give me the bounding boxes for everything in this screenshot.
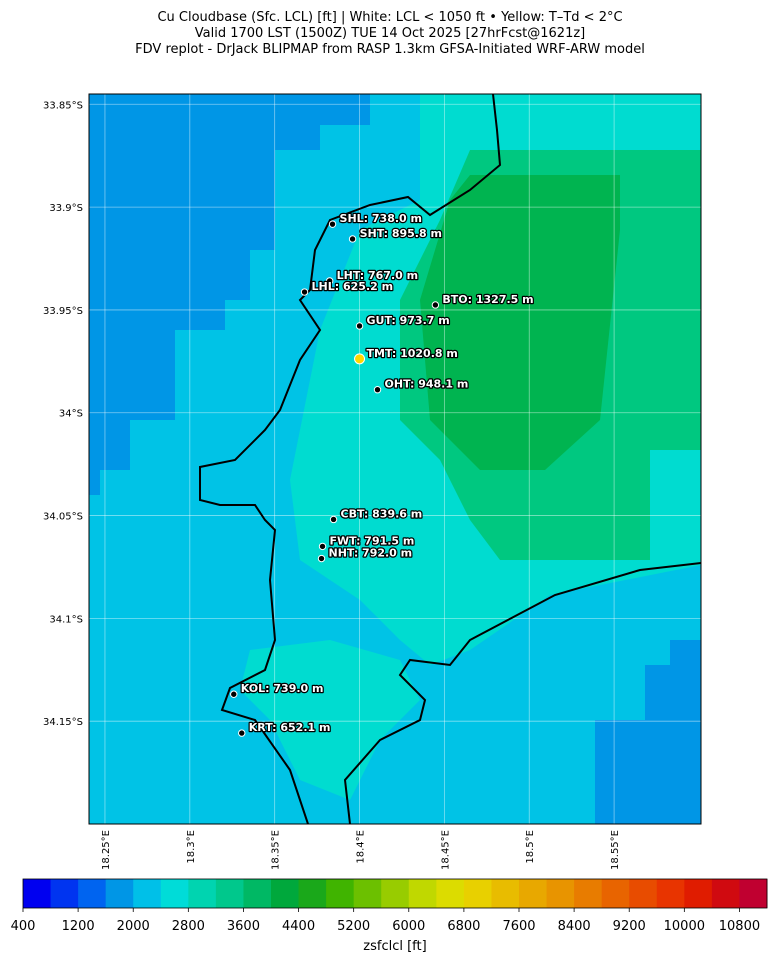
station-marker xyxy=(355,322,364,330)
title-line: Valid 1700 LST (1500Z) TUE 14 Oct 2025 [… xyxy=(195,26,585,41)
colorbar-label: zsfclcl [ft] xyxy=(363,939,426,954)
colorbar-segment xyxy=(326,879,355,908)
colorbar-segment xyxy=(243,879,272,908)
station-marker xyxy=(230,690,238,698)
station-label: KRT: 652.1 m xyxy=(249,721,331,734)
coastline xyxy=(199,94,701,824)
y-tick-label: 34.15°S xyxy=(43,717,83,728)
station-label: CBT: 839.6 m xyxy=(341,507,423,520)
station-label: FWT: 791.5 m xyxy=(330,534,415,547)
station-label: KOL: 739.0 m xyxy=(241,682,324,695)
station-marker xyxy=(354,353,366,365)
colorbar-tick-label: 3600 xyxy=(227,919,260,934)
y-tick-label: 34.1°S xyxy=(49,614,83,625)
colorbar-segment xyxy=(574,879,603,908)
station-marker xyxy=(431,301,440,309)
colorbar-segment xyxy=(353,879,382,908)
colorbar-segment xyxy=(215,879,244,908)
colorbar-segment xyxy=(463,879,492,908)
colorbar-segment xyxy=(436,879,465,908)
colorbar-tick-label: 2000 xyxy=(117,919,150,934)
colorbar-segment xyxy=(739,879,768,908)
map-frame xyxy=(88,93,702,825)
colorbar-segment xyxy=(656,879,685,908)
y-tick-label: 33.95°S xyxy=(43,306,83,317)
station-label: NHT: 792.0 m xyxy=(329,547,413,560)
field-zone xyxy=(89,94,370,495)
colorbar-tick-label: 2800 xyxy=(172,919,205,934)
station-marker xyxy=(329,515,338,524)
colorbar-segment xyxy=(78,879,107,908)
station-marker xyxy=(238,729,246,737)
coastline-path xyxy=(343,562,701,824)
colorbar-segment xyxy=(381,879,410,908)
colorbar-segment xyxy=(298,879,327,908)
station-label: LHL: 625.2 m xyxy=(312,280,394,293)
x-tick-label: 18.4°E xyxy=(356,830,367,864)
colorbar-tick-label: 7600 xyxy=(502,919,535,934)
station-marker xyxy=(373,386,382,394)
map-field xyxy=(89,94,701,824)
x-tick-label: 18.25°E xyxy=(101,830,112,870)
coastline-path xyxy=(199,94,502,824)
y-tick-label: 33.85°S xyxy=(43,100,83,111)
station-label: OHT: 948.1 m xyxy=(385,378,469,391)
title-line: Cu Cloudbase (Sfc. LCL) [ft] | White: LC… xyxy=(157,10,622,25)
y-tick-label: 33.9°S xyxy=(49,203,83,214)
x-tick-label: 18.3°E xyxy=(186,830,197,864)
colorbar-segment xyxy=(684,879,713,908)
station-marker xyxy=(348,235,357,243)
x-tick-label: 18.45°E xyxy=(440,830,451,870)
colorbar-segment xyxy=(491,879,520,908)
colorbar-segment xyxy=(629,879,658,908)
colorbar-segment xyxy=(271,879,300,908)
colorbar-tick-label: 10000 xyxy=(664,919,705,934)
station-marker xyxy=(328,220,337,228)
y-tick-label: 34.05°S xyxy=(43,512,83,523)
colorbar-segment xyxy=(546,879,575,908)
colorbar-frame xyxy=(22,878,768,909)
field-zone xyxy=(240,640,420,800)
colorbar-segment xyxy=(133,879,162,908)
title-line: FDV replot - DrJack BLIPMAP from RASP 1.… xyxy=(135,42,645,57)
station-label: BTO: 1327.5 m xyxy=(442,293,533,306)
colorbar-segment xyxy=(408,879,437,908)
colorbar-segment xyxy=(601,879,630,908)
colorbar-segment xyxy=(160,879,189,908)
colorbar-segment xyxy=(188,879,217,908)
colorbar-segment xyxy=(105,879,134,908)
field-zone xyxy=(595,640,701,824)
colorbar-tick-label: 6800 xyxy=(447,919,480,934)
colorbar-tick-label: 4400 xyxy=(282,919,315,934)
station-marker xyxy=(318,542,327,551)
x-tick-label: 18.35°E xyxy=(271,830,282,870)
station-label: SHT: 895.8 m xyxy=(360,227,442,240)
station-marker xyxy=(300,288,309,296)
colorbar-segment xyxy=(711,879,740,908)
station-label: LHT: 767.0 m xyxy=(337,269,418,282)
y-tick-label: 34°S xyxy=(59,409,83,420)
station-label: GUT: 973.7 m xyxy=(367,314,450,327)
station-label: TMT: 1020.8 m xyxy=(367,347,458,360)
colorbar-tick-label: 6000 xyxy=(392,919,425,934)
field-zone xyxy=(420,175,620,470)
x-tick-label: 18.55°E xyxy=(610,830,621,870)
colorbar-segment xyxy=(50,879,79,908)
station-marker xyxy=(325,277,334,285)
colorbar-tick-label: 400 xyxy=(11,919,36,934)
colorbar-tick-label: 8400 xyxy=(558,919,591,934)
x-tick-label: 18.5°E xyxy=(525,830,536,864)
colorbar-segment xyxy=(519,879,548,908)
colorbar-tick-label: 9200 xyxy=(613,919,646,934)
colorbar-tick-label: 1200 xyxy=(62,919,95,934)
colorbar-segment xyxy=(23,879,52,908)
station-label: SHL: 738.0 m xyxy=(340,212,422,225)
colorbar-tick-label: 5200 xyxy=(337,919,370,934)
station-marker xyxy=(317,554,326,563)
colorbar-tick-label: 10800 xyxy=(719,919,760,934)
